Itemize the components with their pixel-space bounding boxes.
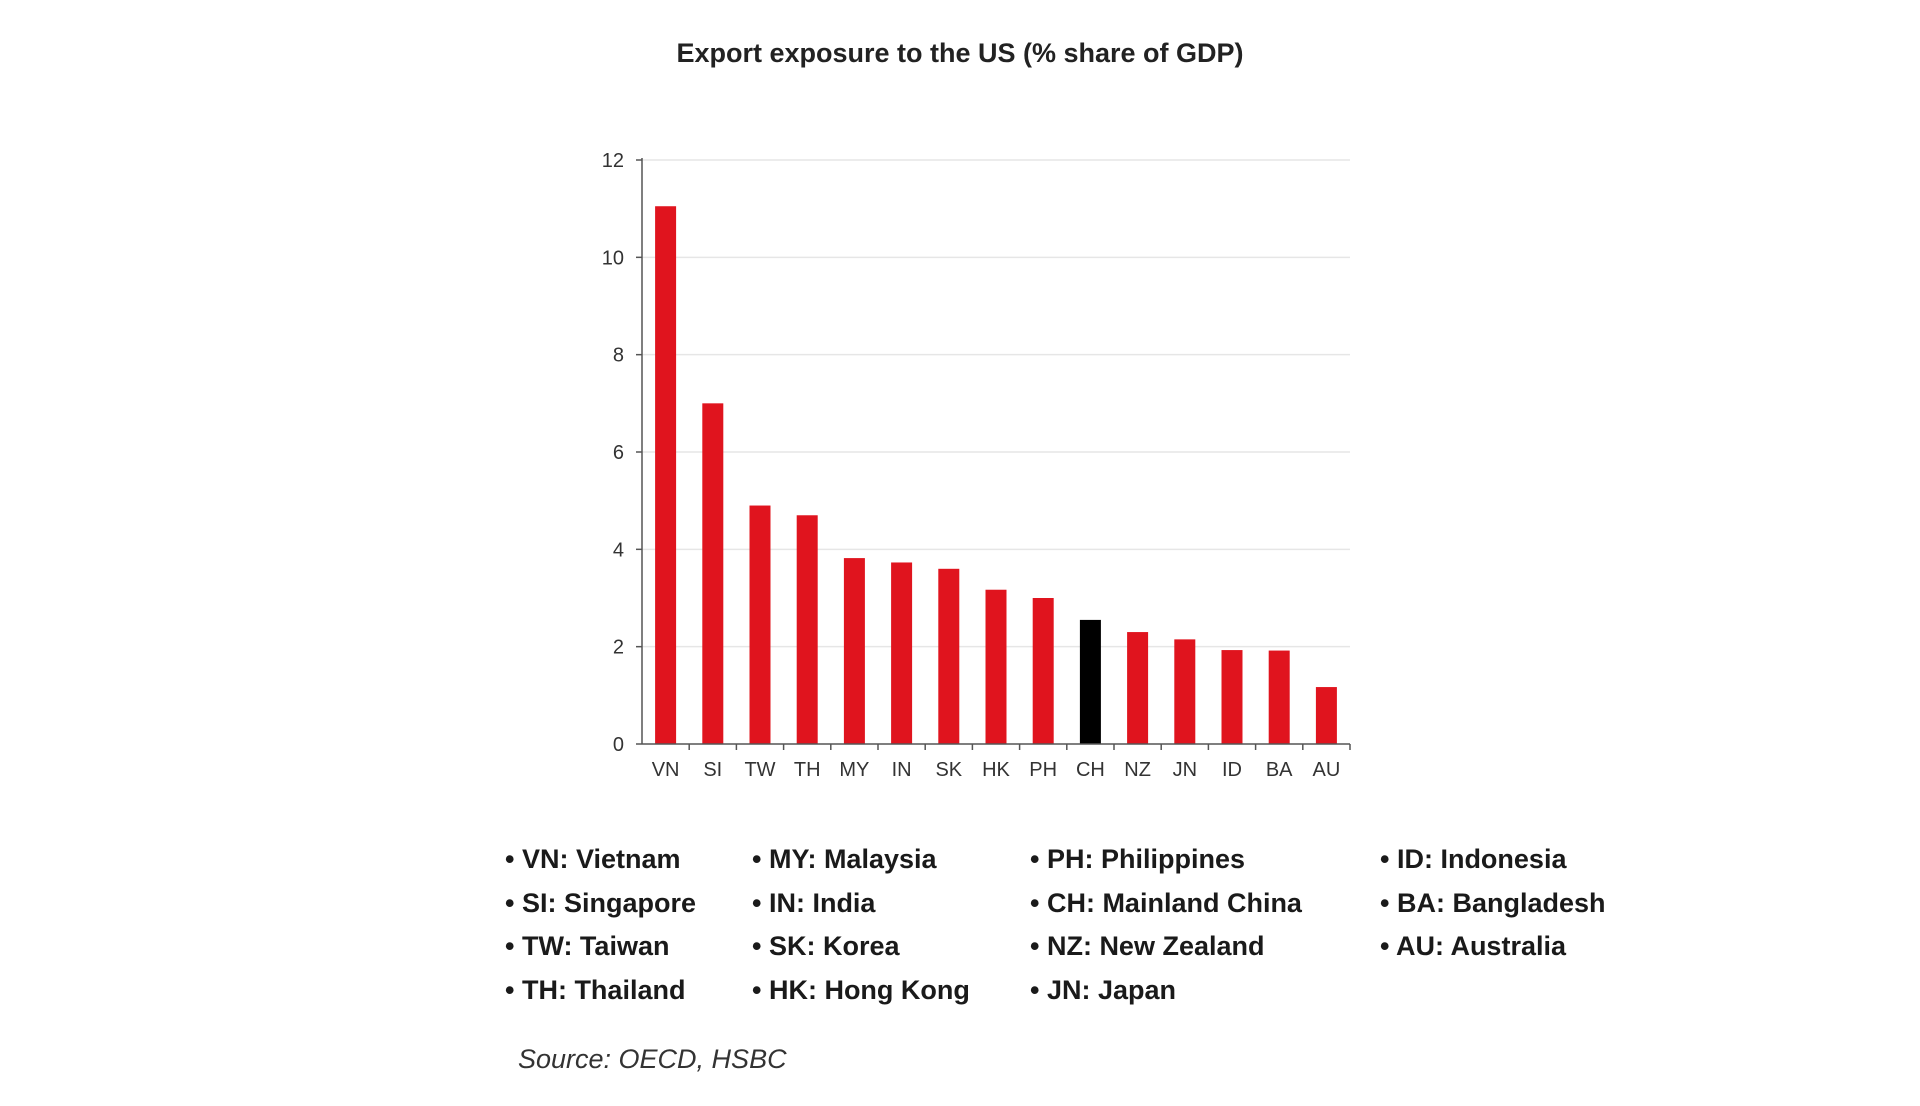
- x-tick-label-tw: TW: [744, 759, 775, 781]
- x-tick-label-my: MY: [839, 759, 869, 781]
- bar-in: [891, 562, 913, 744]
- legend-item-jn: • JN: Japan: [1030, 974, 1176, 1005]
- legend-item-vn: • VN: Vietnam: [505, 844, 681, 874]
- bar-vn: [655, 206, 677, 744]
- bar-hk: [985, 589, 1007, 744]
- bar-au: [1315, 687, 1337, 744]
- bar-my: [843, 558, 865, 744]
- x-tick-label-ch: CH: [1076, 759, 1105, 781]
- x-tick-label-ph: PH: [1029, 759, 1057, 781]
- legend-item-sk: • SK: Korea: [752, 931, 900, 961]
- bar-si: [702, 403, 724, 744]
- x-tick-label-au: AU: [1313, 759, 1341, 781]
- bar-th: [796, 515, 818, 744]
- y-tick-label-4: 4: [613, 539, 624, 561]
- x-tick-label-ba: BA: [1266, 759, 1293, 781]
- y-tick-label-6: 6: [613, 442, 624, 464]
- legend-column-2: • MY: Malaysia • IN: India • SK: Korea •…: [752, 838, 970, 1012]
- y-tick-label-12: 12: [602, 150, 624, 172]
- bar-id: [1221, 650, 1243, 744]
- axes: [636, 158, 1351, 750]
- x-tick-label-sk: SK: [935, 759, 962, 781]
- legend-item-hk: • HK: Hong Kong: [752, 974, 970, 1005]
- legend-item-th: • TH: Thailand: [505, 974, 686, 1005]
- tick-labels: 0 2 4 6 8 10 12 VN SI TW TH MY IN SK HK PH CH NZ JN ID BA AU: [602, 150, 1341, 781]
- source-note: Source: OECD, HSBC: [518, 1044, 787, 1074]
- legend-column-4: • ID: Indonesia • BA: Bangladesh • AU: A…: [1380, 838, 1605, 969]
- legend-item-in: • IN: India: [752, 887, 876, 918]
- bars: [655, 206, 1337, 744]
- x-tick-label-hk: HK: [982, 759, 1010, 781]
- legend-item-id: • ID: Indonesia: [1380, 844, 1567, 874]
- bar-tw: [749, 505, 771, 744]
- country-code-legend: • VN: Vietnam • SI: Singapore • TW: Taiw…: [0, 838, 1920, 1028]
- gridlines: [642, 159, 1350, 648]
- legend-item-ch: • CH: Mainland China: [1030, 887, 1302, 918]
- x-tick-label-nz: NZ: [1124, 759, 1151, 781]
- x-tick-label-si: SI: [703, 759, 722, 781]
- y-tick-label-8: 8: [613, 345, 624, 367]
- legend-column-1: • VN: Vietnam • SI: Singapore • TW: Taiw…: [505, 838, 696, 1012]
- x-tick-label-th: TH: [794, 759, 821, 781]
- x-tick-label-id: ID: [1222, 759, 1242, 781]
- legend-item-tw: • TW: Taiwan: [505, 931, 670, 961]
- legend-item-au: • AU: Australia: [1380, 931, 1566, 961]
- bar-ba: [1268, 650, 1290, 744]
- legend-item-si: • SI: Singapore: [505, 887, 696, 918]
- legend-item-ph: • PH: Philippines: [1030, 844, 1245, 874]
- bar-nz: [1127, 632, 1149, 744]
- legend-item-ba: • BA: Bangladesh: [1380, 887, 1606, 918]
- legend-item-nz: • NZ: New Zealand: [1030, 931, 1265, 961]
- x-tick-label-in: IN: [892, 759, 912, 781]
- x-tick-label-jn: JN: [1173, 759, 1197, 781]
- bar-chart: 0 2 4 6 8 10 12 VN SI TW TH MY IN SK HK PH CH NZ JN ID BA AU: [602, 150, 1351, 781]
- y-tick-label-0: 0: [613, 734, 624, 756]
- x-tick-label-vn: VN: [652, 759, 680, 781]
- bar-jn: [1174, 639, 1196, 744]
- y-tick-label-10: 10: [602, 247, 624, 269]
- y-tick-label-2: 2: [613, 637, 624, 659]
- bar-ph: [1032, 598, 1054, 744]
- chart-title: Export exposure to the US (% share of GD…: [676, 38, 1244, 68]
- bar-ch: [1079, 619, 1101, 744]
- legend-column-3: • PH: Philippines • CH: Mainland China •…: [1030, 838, 1302, 1012]
- legend-item-my: • MY: Malaysia: [752, 844, 937, 874]
- bar-sk: [938, 568, 960, 744]
